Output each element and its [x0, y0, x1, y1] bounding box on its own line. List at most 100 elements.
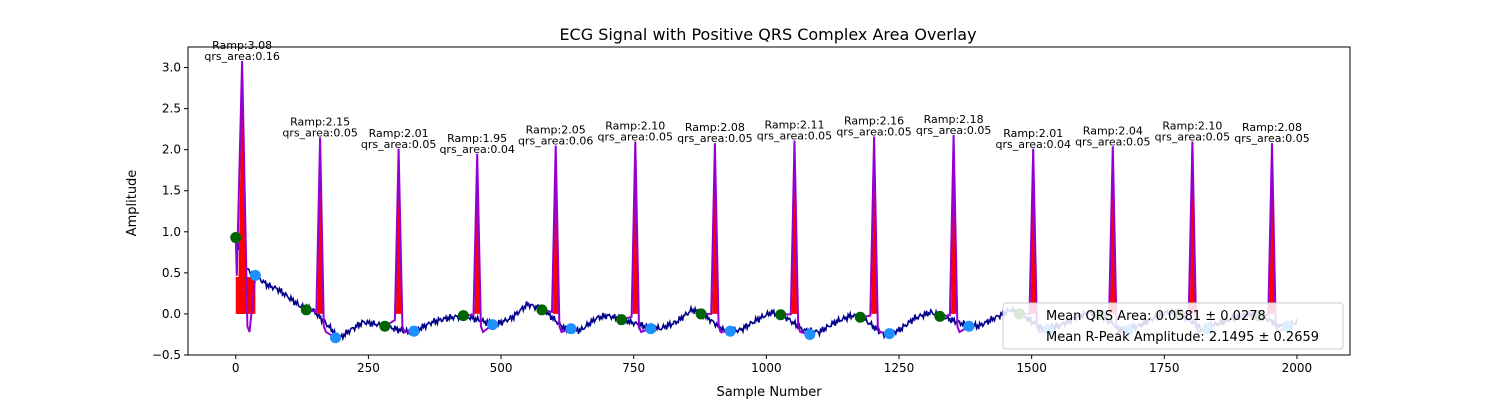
r-amp-label: Ramp:2.15: [290, 115, 350, 128]
r-amp-label: Ramp:2.01: [1003, 127, 1063, 140]
legend: Mean QRS Area: 0.0581 ± 0.0278 Mean R-Pe…: [1002, 302, 1344, 350]
qrs-onset-marker: [230, 232, 242, 244]
y-tick-label: 2.5: [162, 102, 181, 116]
qrs-onset-marker: [457, 310, 469, 322]
qrs-segment-line: [621, 141, 652, 334]
x-tick-label: 250: [357, 361, 380, 375]
qrs-segment-line: [463, 153, 494, 334]
qrs-segment-line: [384, 148, 415, 334]
x-axis-label: Sample Number: [716, 385, 822, 400]
qrs-onset-marker: [536, 304, 548, 316]
r-amp-label: Ramp:2.10: [1162, 119, 1222, 132]
qrs-area-fill: [395, 148, 402, 314]
x-tick-label: 750: [622, 361, 645, 375]
x-tick-label: 1250: [884, 361, 915, 375]
qrs-area-fill: [1189, 141, 1196, 314]
y-tick-label: 0.0: [162, 307, 181, 321]
x-axis: 0 250 500 750 1000 1250 1500 1750 2000: [232, 355, 1312, 375]
qrs-area-label: qrs_area:0.05: [677, 132, 752, 145]
x-tick-label: 0: [232, 361, 240, 375]
qrs-offset-marker: [249, 269, 261, 281]
chart-title: ECG Signal with Positive QRS Complex Are…: [559, 25, 976, 44]
r-amp-label: Ramp:2.11: [764, 119, 824, 132]
qrs-onset-marker: [934, 310, 946, 322]
qrs-offset-marker: [804, 328, 816, 340]
qrs-area-fill: [1030, 148, 1036, 314]
qrs-area-label: qrs_area:0.05: [1155, 130, 1230, 143]
y-tick-label: 2.0: [162, 143, 181, 157]
r-amp-label: Ramp:2.18: [924, 113, 984, 126]
qrs-offset-marker: [724, 325, 736, 337]
qrs-area-fill: [317, 137, 323, 314]
qrs-area-fill: [474, 153, 480, 314]
r-amp-label: Ramp:2.08: [1242, 121, 1302, 134]
qrs-area-label: qrs_area:0.05: [757, 130, 832, 143]
qrs-offset-marker: [963, 320, 975, 332]
qrs-area-label: qrs_area:0.05: [1234, 132, 1309, 145]
qrs-segment-line: [860, 136, 890, 335]
y-tick-label: 0.5: [162, 266, 181, 280]
x-tick-label: 1750: [1149, 361, 1180, 375]
y-tick-label: 3.0: [162, 61, 181, 75]
x-tick-label: 1000: [751, 361, 782, 375]
r-amp-label: Ramp:3.08: [212, 39, 272, 52]
qrs-offset-marker: [330, 332, 342, 344]
qrs-area-fill: [1269, 143, 1275, 314]
qrs-segment-line: [939, 134, 970, 334]
qrs-onset-marker: [300, 304, 312, 316]
r-amp-label: Ramp:2.16: [844, 115, 904, 128]
qrs-onset-marker: [775, 309, 787, 321]
qrs-onset-marker: [854, 311, 866, 323]
qrs-segment-line: [780, 140, 811, 336]
qrs-area-label: qrs_area:0.05: [282, 126, 357, 139]
qrs-offset-marker: [645, 323, 657, 335]
y-axis-label: Amplitude: [125, 170, 140, 237]
qrs-area-label: qrs_area:0.16: [204, 50, 279, 63]
plot-frame: [187, 46, 1351, 356]
qrs-offset-marker: [487, 319, 499, 331]
qrs-area-fill: [632, 141, 638, 314]
qrs-area-label: qrs_area:0.05: [836, 126, 911, 139]
qrs-area-fill: [1110, 146, 1116, 314]
qrs-area-label: qrs_area:0.05: [598, 130, 673, 143]
qrs-area-label: qrs_area:0.05: [1075, 135, 1150, 148]
r-amp-label: Ramp:2.05: [526, 124, 586, 137]
legend-mean-qrs-area: Mean QRS Area: 0.0581 ± 0.0278: [1046, 309, 1266, 324]
y-tick-label: 1.0: [162, 225, 181, 239]
plot-area: Ramp:3.08qrs_area:0.16Ramp:2.15qrs_area:…: [204, 39, 1310, 344]
x-tick-label: 500: [490, 361, 513, 375]
r-amp-label: Ramp:2.01: [369, 127, 429, 140]
qrs-area-fill: [237, 60, 247, 314]
qrs-onset-marker: [615, 314, 627, 326]
qrs-area-fill: [950, 134, 957, 314]
x-tick-label: 2000: [1282, 361, 1313, 375]
qrs-area-label: qrs_area:0.05: [916, 124, 991, 137]
qrs-area-fill: [235, 276, 256, 314]
qrs-offset-marker: [408, 325, 420, 337]
qrs-area-label: qrs_area:0.05: [361, 138, 436, 151]
qrs-offset-marker: [565, 323, 577, 335]
x-tick-label: 1500: [1016, 361, 1047, 375]
qrs-onset-marker: [695, 308, 707, 320]
qrs-segment-line: [234, 60, 257, 333]
r-amp-label: Ramp:1.95: [447, 132, 507, 145]
r-amp-label: Ramp:2.04: [1083, 124, 1143, 137]
qrs-area-fill: [791, 140, 798, 314]
qrs-onset-marker: [379, 320, 391, 332]
qrs-segment-line: [701, 143, 731, 334]
qrs-segment-line: [306, 137, 337, 339]
r-amp-label: Ramp:2.08: [685, 121, 745, 134]
qrs-area-label: qrs_area:0.04: [439, 143, 514, 156]
qrs-area-fill: [871, 136, 877, 314]
qrs-area-label: qrs_area:0.06: [518, 135, 593, 148]
y-tick-label: −0.5: [152, 348, 181, 362]
qrs-offset-marker: [883, 328, 895, 340]
qrs-area-fill: [712, 143, 718, 314]
qrs-area-fill: [553, 145, 559, 314]
legend-box: [1002, 302, 1344, 350]
qrs-area-label: qrs_area:0.04: [996, 138, 1071, 151]
r-amp-label: Ramp:2.10: [605, 119, 665, 132]
qrs-segment-line: [541, 145, 572, 334]
